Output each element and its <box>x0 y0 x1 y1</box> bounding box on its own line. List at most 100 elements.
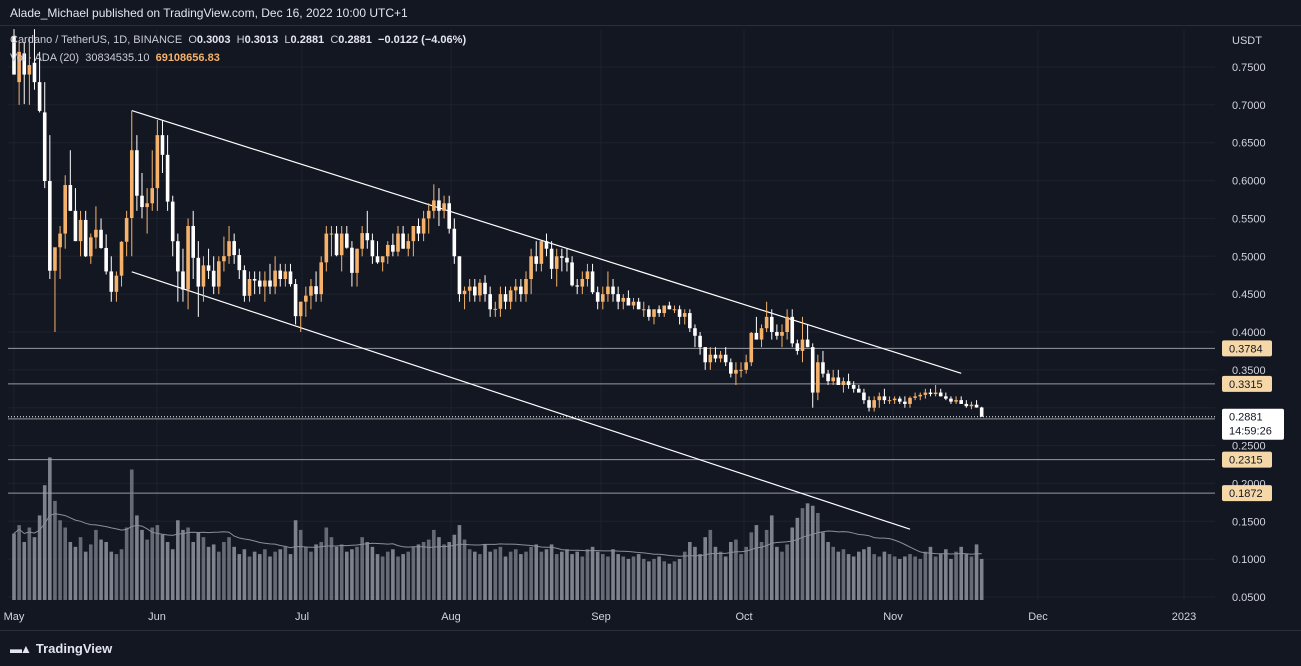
candle-body <box>503 294 508 302</box>
volume-bar <box>283 546 288 600</box>
volume-bar <box>222 542 226 600</box>
change-value: −0.0122 (−4.06%) <box>378 34 467 46</box>
countdown-label: 14:59:26 <box>1229 426 1272 438</box>
volume-bar <box>17 525 21 600</box>
volume-bar <box>585 549 590 600</box>
candle-body <box>831 377 835 382</box>
price-tick-label: 0.6500 <box>1232 138 1266 150</box>
volume-bar <box>211 544 216 600</box>
volume-bar <box>662 561 667 600</box>
level-badge <box>1222 451 1272 468</box>
volume-bar <box>473 551 477 600</box>
volume-bar <box>805 503 810 600</box>
volume-bar <box>160 534 165 600</box>
volume-bar <box>478 554 482 600</box>
volume-bar <box>831 546 835 600</box>
candle-body <box>232 241 236 256</box>
volume-bar <box>467 549 472 600</box>
time-tick-label: Aug <box>441 611 461 623</box>
candle-body <box>631 301 636 306</box>
candle-body <box>155 135 160 189</box>
candle-body <box>360 233 364 249</box>
volume-bar <box>58 520 62 600</box>
candle-body <box>560 256 564 258</box>
candle-body <box>191 226 195 258</box>
volume-bar <box>503 556 508 600</box>
candle-body <box>432 200 436 211</box>
candle-body <box>897 398 902 402</box>
volume-bar <box>534 544 539 600</box>
candle-body <box>729 362 733 374</box>
candle-body <box>135 150 139 196</box>
candle-body <box>590 271 595 293</box>
close-label: C <box>330 34 339 46</box>
candle-body <box>186 226 190 290</box>
candle-body <box>329 233 334 235</box>
candle-body <box>104 247 108 272</box>
candle-body <box>324 233 329 263</box>
volume-bar <box>401 554 405 600</box>
volume-bar <box>918 558 923 600</box>
volume-bar <box>119 549 124 600</box>
candle-body <box>575 285 579 287</box>
open-value: 0.3003 <box>196 34 231 46</box>
volume-bar <box>513 549 518 600</box>
candle-body <box>273 270 277 287</box>
volume-bar <box>549 544 554 600</box>
volume-bar <box>892 556 897 600</box>
volume-bar <box>631 556 636 600</box>
volume-bar <box>145 539 149 600</box>
volume-bar <box>314 544 318 600</box>
volume-bar <box>595 551 600 600</box>
candle-body <box>339 233 344 256</box>
volume-bar <box>170 549 175 600</box>
volume-bar <box>94 529 98 600</box>
candle-body <box>145 203 149 208</box>
volume-bar <box>406 551 411 600</box>
candle-body <box>754 332 759 340</box>
candle-body <box>621 297 626 302</box>
candle-body <box>524 279 528 295</box>
volume-bar <box>201 537 206 600</box>
tradingview-brand[interactable]: ▬▲ TradingView <box>10 641 112 656</box>
volume-bar <box>565 549 569 600</box>
candle-body <box>483 282 487 295</box>
candle-body <box>314 286 318 295</box>
candle-body <box>734 369 738 374</box>
volume-bar <box>319 542 323 600</box>
price-tick-label: 0.5000 <box>1232 251 1266 263</box>
candle-body <box>923 392 928 395</box>
volume-bar <box>616 554 620 600</box>
candle-body <box>616 294 620 302</box>
candle-body <box>938 392 943 397</box>
volume-bar <box>897 558 902 600</box>
candle-body <box>519 286 523 295</box>
candle-body <box>826 373 830 382</box>
volume-bar <box>647 561 651 600</box>
candle-body <box>841 381 846 385</box>
candle-body <box>718 354 723 359</box>
candle-body <box>580 279 585 287</box>
candle-body <box>816 362 820 393</box>
volume-bar <box>48 457 52 600</box>
candle-body <box>283 271 288 279</box>
candle-body <box>48 181 52 271</box>
volume-bar <box>140 529 144 600</box>
volume-bar <box>979 558 984 600</box>
candle-body <box>129 150 134 218</box>
candle-body <box>304 295 308 302</box>
volume-bar <box>391 549 395 600</box>
volume-bar <box>851 556 856 600</box>
volume-bar <box>53 500 57 600</box>
volume-bar <box>129 469 134 600</box>
time-axis: May Jun Jul Aug Sep Oct Nov Dec 2023 <box>0 604 1218 630</box>
candle-body <box>641 309 646 311</box>
candle-body <box>242 270 247 296</box>
volume-bar <box>785 544 789 600</box>
volume-bar <box>355 546 359 600</box>
tradingview-logo-icon: ▬▲ <box>10 641 32 656</box>
candlesticks <box>12 29 984 417</box>
volume-bar <box>708 529 713 600</box>
volume-bar <box>181 529 185 600</box>
